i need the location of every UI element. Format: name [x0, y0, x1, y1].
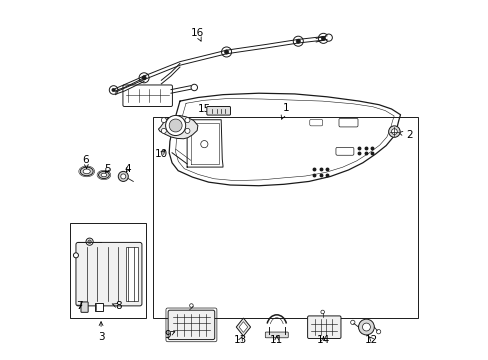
- Circle shape: [358, 319, 373, 335]
- Circle shape: [376, 329, 380, 334]
- FancyBboxPatch shape: [206, 107, 230, 115]
- Bar: [70, 223, 145, 318]
- FancyBboxPatch shape: [335, 147, 353, 155]
- Circle shape: [362, 323, 369, 331]
- Circle shape: [201, 140, 207, 148]
- Circle shape: [184, 118, 189, 123]
- Circle shape: [73, 253, 78, 258]
- Circle shape: [191, 84, 197, 91]
- Circle shape: [184, 129, 189, 134]
- Circle shape: [350, 320, 354, 324]
- Text: 7: 7: [76, 301, 82, 311]
- Text: 2: 2: [398, 130, 412, 140]
- Circle shape: [109, 86, 118, 94]
- FancyBboxPatch shape: [168, 310, 214, 339]
- Text: 5: 5: [104, 164, 111, 174]
- Circle shape: [121, 174, 125, 179]
- Bar: [126, 247, 137, 301]
- Circle shape: [139, 73, 149, 83]
- Circle shape: [320, 310, 324, 314]
- Circle shape: [388, 126, 399, 137]
- Ellipse shape: [80, 167, 93, 176]
- FancyBboxPatch shape: [122, 85, 172, 107]
- Circle shape: [169, 119, 182, 132]
- Circle shape: [189, 304, 193, 307]
- Polygon shape: [236, 318, 250, 336]
- Circle shape: [112, 88, 115, 92]
- Text: 10: 10: [154, 149, 167, 159]
- Text: 3: 3: [98, 322, 104, 342]
- FancyBboxPatch shape: [338, 118, 357, 127]
- FancyBboxPatch shape: [309, 120, 322, 126]
- Text: 6: 6: [82, 155, 89, 168]
- Circle shape: [118, 171, 128, 181]
- FancyBboxPatch shape: [307, 316, 340, 338]
- Bar: [153, 117, 418, 318]
- Ellipse shape: [101, 173, 106, 177]
- Polygon shape: [239, 321, 247, 332]
- Circle shape: [165, 116, 185, 135]
- Text: 4: 4: [124, 164, 131, 174]
- Text: 15: 15: [197, 104, 214, 114]
- Circle shape: [161, 129, 166, 134]
- Circle shape: [325, 34, 332, 41]
- Circle shape: [391, 129, 396, 134]
- Bar: [94, 303, 103, 311]
- FancyBboxPatch shape: [76, 242, 142, 306]
- Text: 11: 11: [269, 334, 283, 345]
- Text: 14: 14: [316, 334, 329, 345]
- Text: 1: 1: [281, 103, 288, 119]
- Text: 9: 9: [164, 330, 175, 340]
- Text: 16: 16: [190, 28, 203, 41]
- Text: 13: 13: [234, 334, 247, 345]
- Circle shape: [86, 238, 93, 245]
- Text: 12: 12: [365, 334, 378, 345]
- Circle shape: [221, 47, 231, 57]
- Circle shape: [293, 36, 303, 46]
- Ellipse shape: [83, 169, 90, 174]
- Polygon shape: [158, 116, 198, 139]
- Ellipse shape: [99, 171, 109, 179]
- FancyBboxPatch shape: [81, 302, 88, 312]
- Text: 8: 8: [112, 301, 122, 311]
- Circle shape: [296, 39, 300, 43]
- Circle shape: [161, 118, 166, 123]
- Circle shape: [321, 36, 325, 41]
- Circle shape: [142, 76, 146, 80]
- Circle shape: [224, 50, 228, 54]
- Circle shape: [88, 240, 91, 243]
- FancyBboxPatch shape: [265, 332, 287, 338]
- Circle shape: [318, 33, 328, 43]
